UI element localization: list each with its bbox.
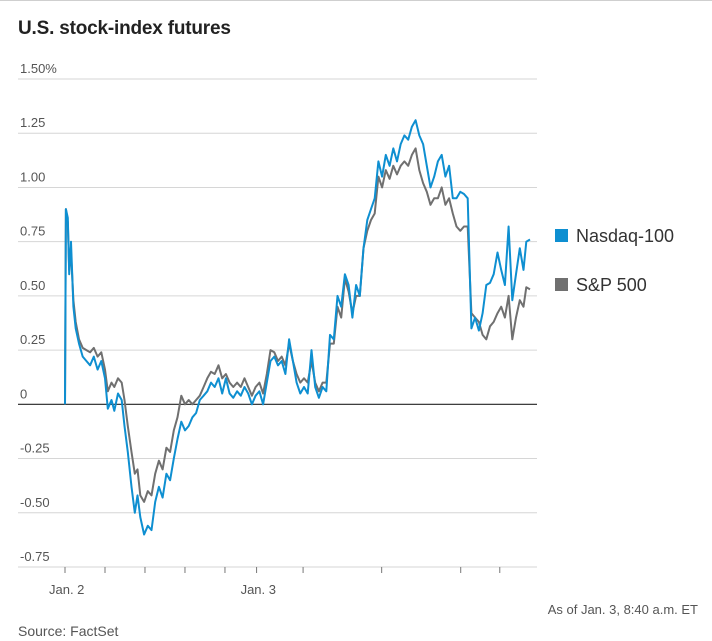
y-tick-label: 0.25 — [20, 332, 45, 347]
x-tick-label: Jan. 2 — [49, 582, 84, 597]
y-tick-label: 1.25 — [20, 115, 45, 130]
series-line-nasdaq-100 — [64, 119, 531, 536]
legend-item-sp500: S&P 500 — [555, 275, 647, 297]
top-rule — [0, 0, 712, 1]
legend-label-sp500: S&P 500 — [576, 275, 647, 295]
legend-item-nasdaq: Nasdaq-100 — [555, 226, 674, 248]
legend-swatch-nasdaq — [555, 228, 568, 242]
series-line-sp-500 — [64, 147, 531, 503]
y-tick-label: -0.50 — [20, 495, 50, 510]
y-tick-label: 0 — [20, 386, 27, 401]
x-tick-label: Jan. 3 — [241, 582, 276, 597]
legend-label-nasdaq: Nasdaq-100 — [576, 226, 675, 246]
x-axis: Jan. 2 Jan. 3 — [49, 567, 501, 597]
y-tick-label: 0.50 — [20, 278, 45, 293]
gridlines — [18, 78, 537, 568]
y-axis-tick-labels: 1.50% 1.25 1.00 0.75 0.50 0.25 0 -0.25 -0.50 -0.7… — [20, 61, 57, 564]
timestamp-note: As of Jan. 3, 8:40 a.m. ET — [547, 602, 698, 617]
y-tick-label: 0.75 — [20, 224, 45, 239]
y-tick-label: 1.00 — [20, 169, 45, 184]
series-lines — [64, 119, 531, 536]
y-tick-label: -0.75 — [20, 549, 50, 564]
legend-swatch-sp500 — [555, 277, 568, 291]
source-note: Source: FactSet — [18, 623, 119, 639]
y-tick-label: 1.50% — [20, 61, 57, 76]
chart-title: U.S. stock-index futures — [18, 18, 231, 39]
y-tick-label: -0.25 — [20, 441, 50, 456]
